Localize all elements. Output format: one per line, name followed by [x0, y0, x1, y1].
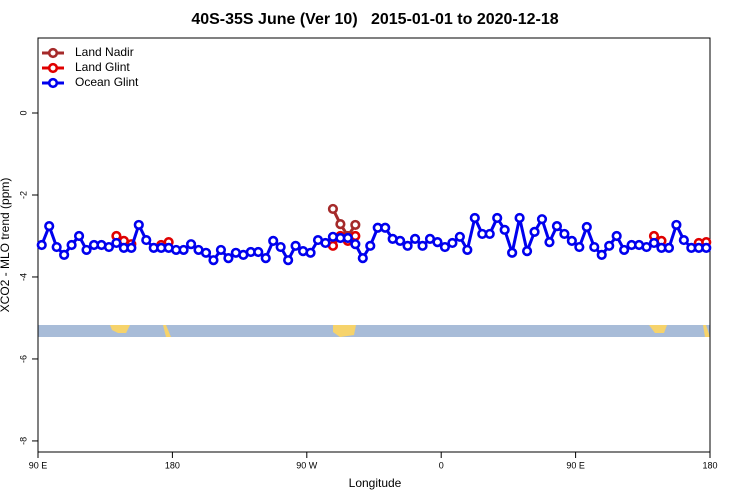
series-point — [126, 242, 137, 253]
series-point — [133, 219, 144, 231]
series-point — [507, 247, 518, 258]
series-point — [678, 234, 689, 246]
series-point — [268, 235, 279, 247]
series-point — [551, 221, 563, 232]
legend-marker — [47, 62, 59, 74]
series-point — [44, 221, 55, 232]
series-point — [417, 240, 428, 251]
series-point — [253, 246, 264, 258]
land-strip — [38, 325, 710, 337]
series-point — [439, 241, 451, 253]
legend-label: Ocean Glint — [75, 75, 139, 89]
series-point — [544, 237, 555, 248]
series-point — [81, 244, 92, 256]
x-axis-label: Longitude — [349, 476, 402, 490]
series-point — [350, 239, 361, 250]
x-tick-label: 90 E — [29, 460, 48, 470]
legend-marker — [47, 47, 59, 59]
series-point — [290, 240, 301, 251]
series-point — [141, 234, 152, 246]
series-point — [111, 237, 122, 249]
y-tick-label: 0 — [18, 111, 28, 116]
series-point — [342, 232, 353, 244]
series-point — [103, 241, 115, 253]
series-point — [260, 253, 271, 264]
series-point — [66, 239, 77, 251]
series-point — [611, 230, 622, 242]
series-point — [454, 231, 465, 242]
series-point — [365, 240, 376, 251]
series-point — [492, 212, 503, 224]
y-axis-label: XCO2 - MLO trend (ppm) — [0, 178, 12, 313]
series-point — [529, 226, 540, 237]
y-tick-label: -2 — [18, 191, 28, 199]
y-tick-label: -4 — [18, 273, 28, 281]
series-point — [335, 218, 346, 230]
series-point — [223, 253, 234, 264]
series-point — [469, 212, 480, 224]
legend-marker — [47, 77, 59, 89]
series-point — [395, 235, 406, 247]
series-point — [641, 241, 652, 253]
series-point — [283, 255, 294, 266]
series-point — [178, 244, 189, 256]
series-point — [305, 247, 316, 258]
series-point — [462, 244, 473, 256]
series-point — [499, 224, 510, 235]
series-point — [200, 247, 212, 258]
series-point — [51, 241, 62, 253]
x-tick-label: 180 — [165, 460, 180, 470]
series-point — [350, 219, 361, 231]
series-point — [514, 212, 525, 224]
series-point — [327, 203, 339, 215]
series-point — [409, 233, 421, 244]
series-point — [275, 241, 286, 253]
legend-label: Land Glint — [75, 60, 130, 74]
y-tick-label: -6 — [18, 355, 28, 363]
series-point — [559, 228, 570, 240]
series-point — [380, 222, 391, 233]
y-tick-label: -8 — [18, 437, 28, 445]
series-point — [671, 219, 682, 231]
series-line — [331, 208, 357, 238]
series-point — [208, 255, 219, 266]
series-point — [185, 239, 197, 250]
series-point — [521, 246, 533, 257]
x-tick-label: 90 E — [566, 460, 585, 470]
x-tick-label: 0 — [439, 460, 444, 470]
series-point — [357, 253, 368, 264]
series-point — [574, 241, 585, 253]
series-point — [215, 244, 227, 256]
x-tick-label: 180 — [702, 460, 717, 470]
series-point — [402, 240, 413, 251]
series-point — [701, 242, 712, 253]
series-point — [581, 221, 592, 233]
series-point — [320, 237, 331, 249]
series-point — [596, 249, 607, 260]
series-point — [589, 241, 600, 253]
series-point — [566, 235, 577, 247]
series-point — [619, 244, 630, 256]
series-point — [536, 214, 548, 225]
series-point — [59, 249, 70, 260]
series-point — [484, 228, 495, 240]
series-point — [604, 240, 615, 251]
series-point — [73, 230, 85, 242]
series-point — [447, 237, 458, 249]
series-point — [36, 239, 47, 251]
x-tick-label: 90 W — [296, 460, 318, 470]
series-point — [648, 237, 660, 249]
chart-title: 40S-35S June (Ver 10) 2015-01-01 to 2020… — [191, 11, 558, 28]
legend-label: Land Nadir — [75, 45, 134, 59]
series-point — [432, 237, 443, 248]
series-point — [663, 242, 675, 253]
